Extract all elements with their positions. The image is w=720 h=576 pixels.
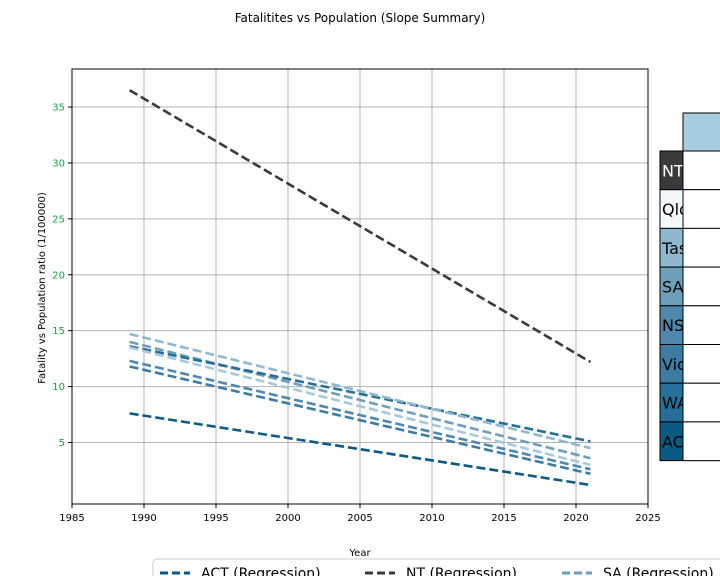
x-axis-label: Year: [348, 548, 371, 559]
legend: ACT (Regression) NT (Regression) SA (Regre…: [152, 558, 720, 576]
table-row-label: Vic: [662, 355, 686, 374]
table-value-cell-cover: [682, 344, 720, 384]
table-row-label: NT: [662, 161, 684, 180]
x-tick-label: 2010: [419, 513, 444, 524]
table-row-label: WA: [662, 394, 688, 413]
y-tick-label: 15: [52, 326, 65, 337]
legend-label: ACT (Regression): [201, 566, 321, 576]
y-tick-label: 25: [52, 214, 65, 225]
series-line-nsw: [129, 359, 591, 471]
y-tick-label: 35: [52, 103, 65, 114]
x-tick-label: 1995: [203, 513, 228, 524]
series-lines: [128, 89, 592, 487]
series-line-tas: [129, 332, 591, 450]
table-value-cell-cover: [682, 150, 720, 191]
x-tick-label: 2020: [563, 513, 588, 524]
series-line-nt: [128, 89, 592, 364]
x-tick-label: 2025: [635, 513, 660, 524]
table-value-cell-cover: [682, 421, 720, 462]
table-value-cell-cover: [682, 266, 720, 307]
x-axis: 1985 1990 1995 2000 2005 2010 2015 2020 2025: [59, 504, 661, 524]
series-line-qld: [129, 346, 591, 467]
chart-title: Fatalitites vs Population (Slope Summary…: [235, 11, 486, 25]
x-tick-label: 2005: [347, 513, 372, 524]
y-tick-label: 5: [59, 438, 65, 449]
y-tick-label: 20: [52, 270, 65, 281]
x-tick-label: 2000: [275, 513, 300, 524]
y-axis: 5 10 15 20 25 30 35: [52, 103, 72, 449]
table-row-label: Qld: [662, 200, 689, 219]
y-axis-label: Fatality vs Population ratio (1/100000): [37, 192, 48, 384]
grid-lines: [72, 69, 648, 504]
x-tick-label: 1990: [131, 513, 156, 524]
legend-label: NT (Regression): [406, 566, 517, 576]
table-row-label: SA: [662, 277, 683, 296]
legend-label: SA (Regression): [603, 566, 714, 576]
y-tick-label: 30: [52, 158, 65, 169]
x-tick-label: 1985: [59, 513, 84, 524]
table-row-label: Tas: [661, 239, 687, 258]
table-value-cell-cover: [682, 227, 720, 268]
table-header-cell: [682, 112, 720, 152]
table-value-cell-cover: [682, 305, 720, 345]
y-tick-label: 10: [52, 382, 65, 393]
table-value-cell-cover: [682, 189, 720, 229]
x-tick-label: 2015: [491, 513, 516, 524]
series-line-wa: [129, 345, 591, 443]
series-line-vic: [129, 365, 591, 476]
table-value-cell-cover: [682, 382, 720, 423]
